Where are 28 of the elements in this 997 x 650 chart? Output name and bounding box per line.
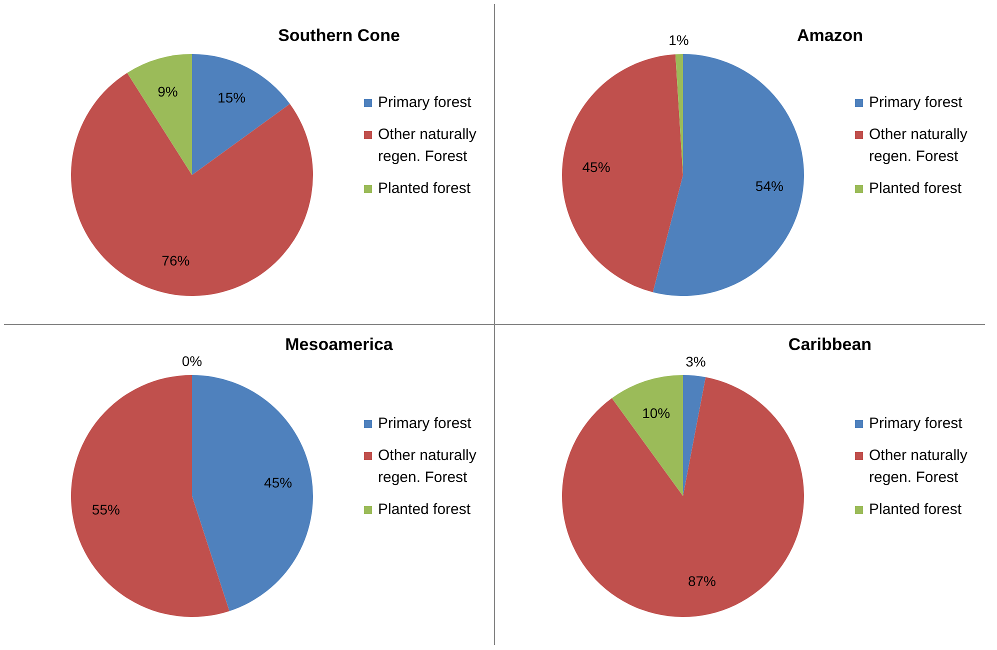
data-label: 15% xyxy=(218,89,246,106)
chart-title: Mesoamerica xyxy=(284,335,394,355)
chart-title: Amazon xyxy=(796,26,864,46)
legend-label: Planted forest xyxy=(378,500,471,520)
legend-label: Planted forest xyxy=(869,179,962,199)
legend-label: Other naturally regen. Forest xyxy=(869,446,968,488)
legend-label: Other naturally regen. Forest xyxy=(378,446,478,488)
data-label: 45% xyxy=(264,474,292,490)
data-label: 54% xyxy=(755,178,784,194)
text: 0% xyxy=(182,353,202,369)
legend-label: Other naturally regen. Forest xyxy=(869,125,968,167)
data-label: 55% xyxy=(92,502,120,518)
legend-label: Other naturally regen. Forest xyxy=(378,125,478,167)
legend-label: Planted forest xyxy=(378,179,471,199)
data-label: 1% xyxy=(668,32,689,48)
legend-label: Primary forest xyxy=(869,414,962,434)
data-label: 76% xyxy=(162,252,190,269)
legend-label: Planted forest xyxy=(869,500,962,520)
data-label: 10% xyxy=(642,405,670,422)
data-label: 9% xyxy=(158,83,178,100)
chart-title: Southern Cone xyxy=(277,26,401,46)
chart-title: Caribbean xyxy=(787,335,873,355)
data-label: 3% xyxy=(686,354,706,370)
legend-label: Primary forest xyxy=(378,93,472,113)
data-label: 45% xyxy=(582,158,610,175)
data-label: 87% xyxy=(688,573,716,590)
legend-label: Primary forest xyxy=(869,93,962,113)
legend-label: Primary forest xyxy=(378,414,472,434)
